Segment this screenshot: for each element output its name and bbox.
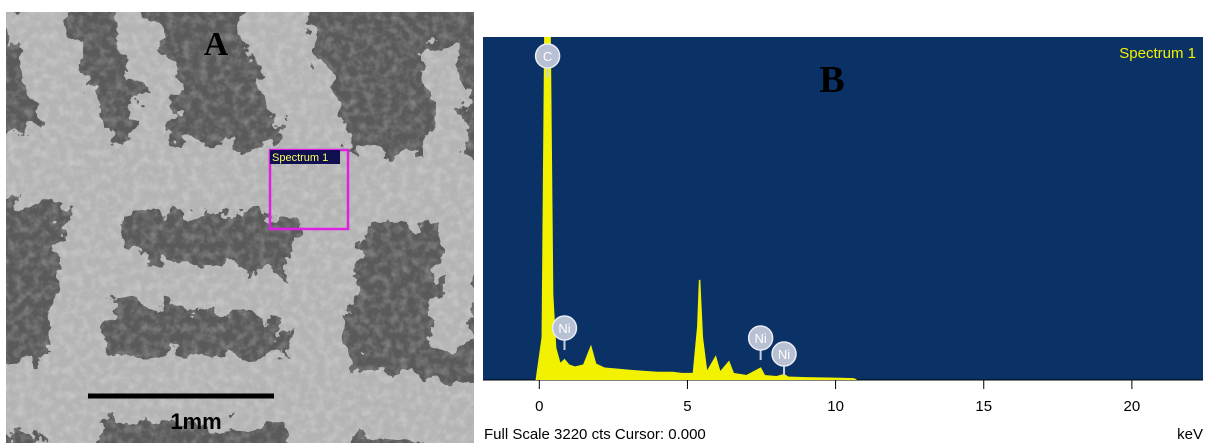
peak-label: C: [543, 49, 552, 64]
x-axis-label: keV: [1177, 426, 1203, 443]
panel-label: B: [819, 59, 844, 101]
x-tick-label: 15: [975, 398, 992, 415]
figure: A Spectrum 1 1mm B Full Scale 3220 cts C…: [0, 0, 1206, 443]
spectrum-name: Spectrum 1: [1119, 45, 1196, 62]
x-tick-label: 0: [535, 398, 543, 415]
peak-label: Ni: [558, 321, 570, 336]
peak-label: Ni: [778, 347, 790, 362]
x-tick-label: 10: [827, 398, 844, 415]
scale-bar-label: 1mm: [170, 409, 221, 434]
panel-label: A: [204, 26, 229, 63]
region-label: Spectrum 1: [272, 152, 328, 164]
x-tick-label: 5: [683, 398, 691, 415]
peak-label: Ni: [754, 331, 766, 346]
footer: Full Scale 3220 cts Cursor: 0.000: [484, 426, 706, 443]
x-tick-label: 20: [1124, 398, 1141, 415]
sem-image: [0, 10, 480, 443]
